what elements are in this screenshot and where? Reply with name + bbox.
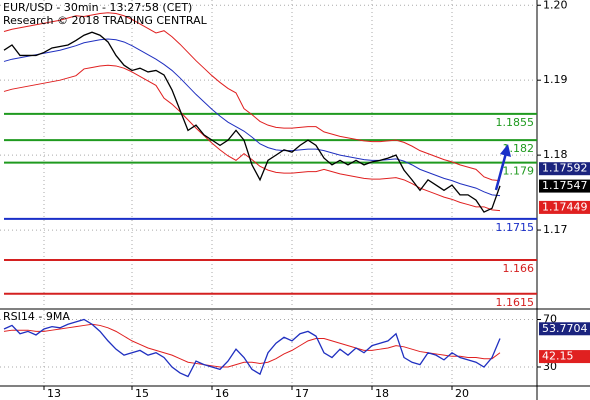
chart-subtitle: Research © 2018 TRADING CENTRAL (3, 14, 208, 27)
series-line (3, 12, 501, 182)
price-tag (539, 322, 590, 336)
y-tick-label: 1.17 (543, 223, 568, 236)
chart-title: EUR/USD - 30min - 13:27:58 (CET) (3, 1, 192, 14)
x-tick-label: 15 (135, 387, 149, 400)
level-label: 1.1715 (496, 221, 535, 234)
x-tick-label: 17 (295, 387, 309, 400)
arrow (494, 152, 508, 191)
y-tick-label: 70 (543, 313, 557, 326)
y-tick-label: 1.18 (543, 148, 568, 161)
price-tag-label: 53.7704 (542, 322, 588, 335)
x-tick-label: 16 (215, 387, 229, 400)
y-tick-label: 1.19 (543, 73, 568, 86)
price-tag (539, 350, 590, 364)
series-line (3, 323, 501, 368)
level-label: 1.1855 (496, 116, 535, 129)
rsi-title: RSI14 - 9MA (3, 310, 70, 323)
price-tag (539, 179, 590, 193)
level-label: 1.1615 (496, 296, 535, 309)
level-label: 1.179 (503, 165, 535, 178)
series-line (3, 31, 501, 213)
price-tag-label: 1.17449 (542, 200, 588, 213)
price-tag-label: 1.17592 (542, 162, 588, 175)
x-tick-label: 18 (375, 387, 389, 400)
series-line (3, 38, 501, 197)
y-tick-label: 30 (543, 360, 557, 373)
level-label: 1.182 (503, 142, 535, 155)
y-tick-label: 1.20 (543, 0, 568, 11)
price-tag-label: 1.17547 (542, 179, 588, 192)
price-tag (539, 162, 590, 176)
x-tick-label: 20 (455, 387, 469, 400)
series-line (3, 318, 501, 378)
arrow-head (500, 144, 511, 157)
price-tag-label: 42.15 (542, 350, 574, 363)
level-label: 1.166 (503, 262, 535, 275)
x-tick-label: 13 (47, 387, 61, 400)
price-tag (539, 200, 590, 214)
